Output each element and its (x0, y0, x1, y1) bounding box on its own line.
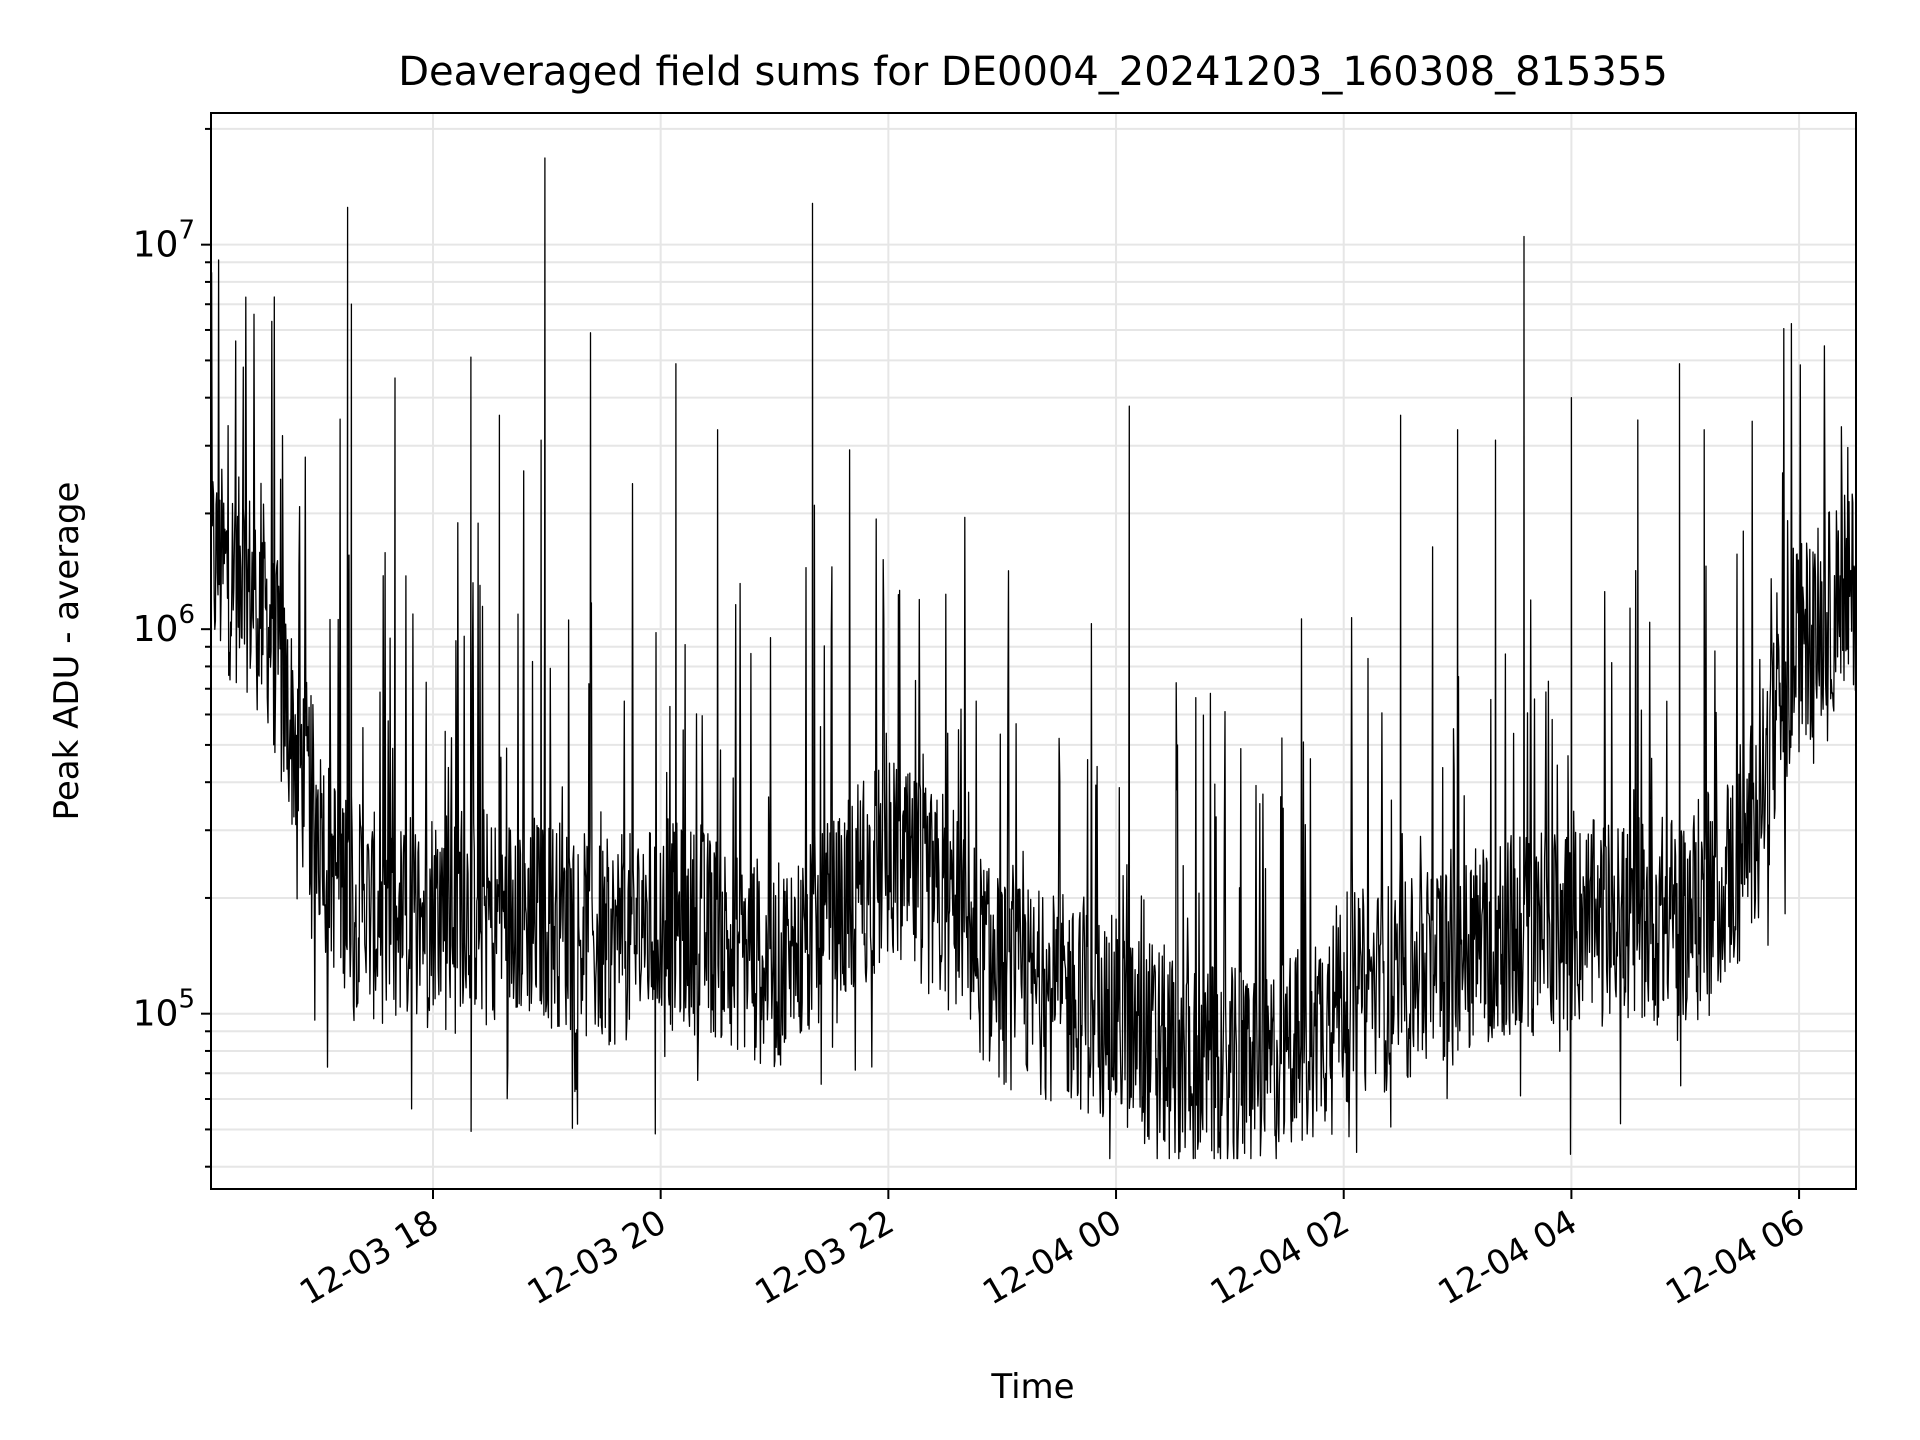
x-tick-label: 12-03 18 (293, 1202, 445, 1313)
x-tick-label: 12-04 06 (1659, 1202, 1811, 1313)
data-series (210, 157, 1857, 1160)
x-tick-label: 12-03 20 (521, 1202, 673, 1313)
y-axis-ticks: 105 106 107 (133, 127, 211, 1168)
y-tick-label: 107 (133, 216, 195, 266)
x-tick-label: 12-03 22 (748, 1202, 900, 1313)
y-axis-label: Peak ADU - average (47, 482, 87, 821)
y-tick-label: 106 (133, 600, 195, 650)
x-axis-label: Time (990, 1367, 1074, 1407)
x-tick-label: 12-04 04 (1432, 1202, 1584, 1313)
y-tick-label: 105 (133, 985, 195, 1035)
chart-title: Deaveraged field sums for DE0004_2024120… (398, 49, 1668, 95)
grid-lines (211, 113, 1856, 1189)
x-tick-label: 12-04 00 (976, 1202, 1128, 1313)
x-tick-label: 12-04 02 (1204, 1202, 1356, 1313)
series-line (210, 157, 1857, 1160)
plot-frame (210, 112, 1857, 1190)
x-axis-ticks: 12-03 18 12-03 20 12-03 22 12-04 00 12-04 02… (293, 1189, 1812, 1313)
